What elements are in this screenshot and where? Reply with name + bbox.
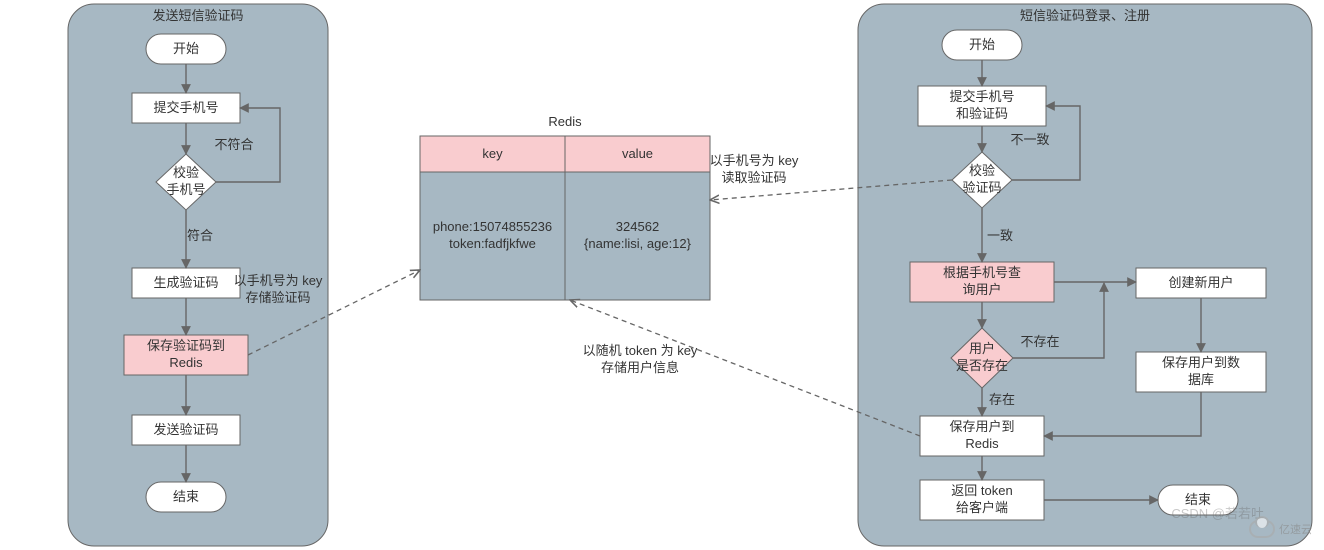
node-label: 校验 验证码 <box>937 163 1027 197</box>
node-label: 提交手机号 和验证码 <box>903 89 1061 123</box>
node-label: 返回 token 给客户端 <box>905 483 1059 517</box>
watermark-logo-text: 亿速云 <box>1279 521 1312 537</box>
node-label: 开始 <box>131 41 241 58</box>
node-label: 不一致 <box>990 132 1070 149</box>
node-label: key <box>433 146 553 163</box>
node-label: 保存用户到 Redis <box>905 419 1059 453</box>
node-label: 以手机号为 key 存储验证码 <box>188 273 368 307</box>
node-label: 发送验证码 <box>117 422 255 439</box>
node-label: 存在 <box>962 392 1042 409</box>
node-label: 符合 <box>160 228 240 245</box>
node-label: 创建新用户 <box>1121 275 1281 292</box>
node-label: 根据手机号查 询用户 <box>895 265 1069 299</box>
node-label: 开始 <box>927 37 1037 54</box>
node-label: 不符合 <box>194 137 274 154</box>
node-label: 不存在 <box>1000 334 1080 351</box>
node-label: 发送短信验证码 <box>68 8 328 25</box>
node-label: Redis <box>515 114 615 131</box>
cloud-icon <box>1249 520 1275 538</box>
watermark-logo: 亿速云 <box>1249 520 1312 538</box>
node-label: 结束 <box>131 489 241 506</box>
node-label: phone:15074855236 token:fadfjkfwe <box>413 219 573 253</box>
node-label: 提交手机号 <box>117 100 255 117</box>
node-label: 以随机 token 为 key 存储用户信息 <box>550 343 730 377</box>
node-label: 短信验证码登录、注册 <box>858 8 1312 25</box>
node-label: 一致 <box>960 228 1040 245</box>
node-label: 保存验证码到 Redis <box>109 338 263 372</box>
node-label: 324562 {name:lisi, age:12} <box>558 219 718 253</box>
node-label: 以手机号为 key 读取验证码 <box>664 153 844 187</box>
node-label: 校验 手机号 <box>141 165 231 199</box>
node-label: 结束 <box>1143 492 1253 509</box>
node-label: 保存用户到数 据库 <box>1121 355 1281 389</box>
